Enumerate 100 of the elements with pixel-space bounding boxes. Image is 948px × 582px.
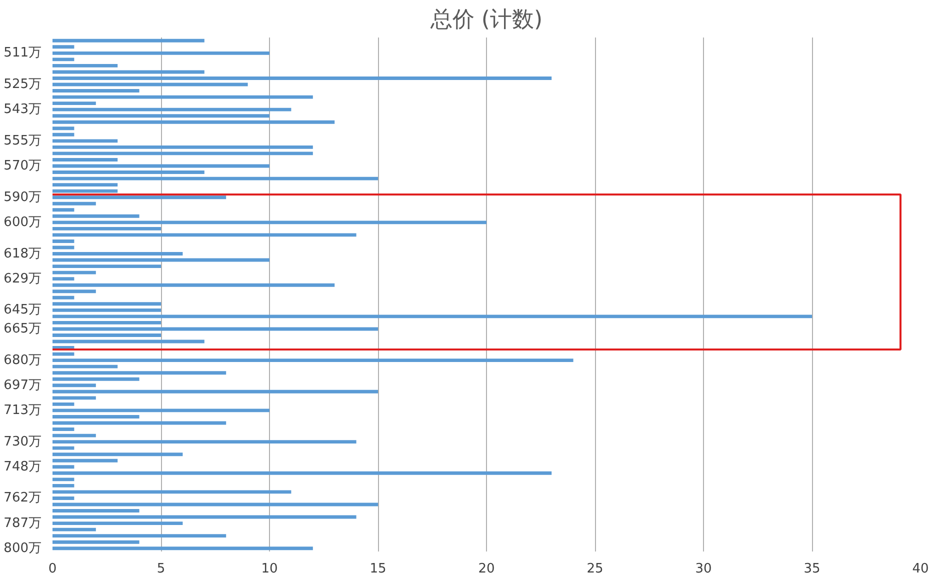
bar (52, 434, 96, 438)
bar (52, 239, 74, 243)
x-tick-label: 15 (370, 562, 386, 576)
bar (52, 202, 96, 206)
bar (52, 415, 140, 418)
y-tick-label: 600万 (4, 214, 42, 230)
y-tick-label: 697万 (4, 378, 42, 393)
bar (52, 45, 74, 49)
y-tick-label: 543万 (4, 102, 42, 118)
bar (52, 540, 140, 544)
x-tick-label: 35 (804, 562, 820, 576)
bar (52, 308, 161, 312)
y-tick-label: 665万 (4, 321, 42, 336)
bar (52, 58, 74, 62)
bar (52, 402, 74, 406)
bar (52, 208, 74, 212)
y-tick-label: 680万 (4, 352, 42, 368)
bar (52, 102, 96, 106)
bar (52, 226, 161, 230)
bar (52, 490, 292, 494)
y-tick-label: 629万 (4, 271, 42, 286)
bar (52, 546, 313, 550)
bar (52, 452, 183, 456)
bar (52, 158, 118, 162)
bar (52, 352, 74, 356)
bar (52, 484, 74, 488)
bar (52, 170, 204, 174)
x-tick-label: 20 (478, 562, 495, 576)
bar (52, 139, 118, 143)
bar (52, 270, 96, 274)
y-tick-label: 645万 (4, 302, 42, 318)
bar (52, 95, 313, 99)
bar (52, 120, 335, 124)
bar (52, 465, 74, 469)
bar (52, 152, 313, 156)
bar (52, 183, 118, 187)
bar (52, 396, 96, 400)
y-tick-label: 800万 (4, 540, 42, 556)
bar (52, 302, 161, 306)
bar (52, 189, 118, 193)
bar (52, 283, 335, 287)
y-tick-label: 748万 (4, 459, 42, 474)
x-tick-label: 5 (156, 562, 166, 576)
y-tick-label: 618万 (4, 246, 42, 262)
bar (52, 496, 74, 500)
bar (52, 214, 140, 218)
bar (52, 126, 74, 130)
y-tick-label: 590万 (4, 190, 42, 205)
y-tick-label: 730万 (4, 434, 42, 450)
x-tick-label: 40 (912, 562, 929, 576)
bar (52, 220, 486, 224)
y-tick-label: 511万 (4, 46, 42, 61)
y-tick-label: 570万 (4, 158, 42, 174)
bar (52, 320, 161, 324)
bar (52, 478, 74, 482)
bar (52, 64, 118, 68)
bar (52, 522, 183, 526)
x-tick-label: 0 (48, 562, 57, 576)
y-tick-label: 762万 (4, 490, 42, 506)
bar (52, 76, 552, 80)
bar (52, 132, 74, 136)
chart-title: 总价 (计数) (429, 8, 543, 32)
bar (52, 458, 118, 462)
bar (52, 51, 270, 55)
bar (52, 390, 378, 394)
bar (52, 408, 270, 412)
bar (52, 471, 552, 475)
bar (52, 534, 226, 538)
bar (52, 364, 118, 368)
bar (52, 446, 74, 450)
bar (52, 277, 74, 281)
bar (52, 252, 183, 256)
bar (52, 334, 161, 337)
bar (52, 296, 74, 300)
bar (52, 371, 226, 375)
bar (52, 233, 356, 237)
bar (52, 196, 226, 200)
bar (52, 145, 313, 149)
y-tick-label: 713万 (4, 402, 42, 418)
x-tick-label: 25 (586, 562, 604, 576)
x-tick-label: 30 (695, 562, 712, 576)
bar (52, 176, 378, 180)
bar (52, 509, 140, 512)
bar (52, 377, 140, 381)
bar (52, 108, 292, 112)
y-tick-label: 555万 (4, 133, 42, 148)
bar (52, 528, 96, 532)
x-tick-label: 10 (261, 562, 278, 576)
bar (52, 440, 356, 444)
bar (52, 384, 96, 388)
bar (52, 358, 574, 362)
bar (52, 38, 204, 42)
y-tick-label: 525万 (4, 77, 42, 92)
y-tick-label: 787万 (4, 516, 42, 531)
bar (52, 114, 270, 118)
bar (52, 89, 140, 93)
bar (52, 290, 96, 294)
bar (52, 428, 74, 431)
bar (52, 314, 812, 318)
bar (52, 264, 161, 268)
